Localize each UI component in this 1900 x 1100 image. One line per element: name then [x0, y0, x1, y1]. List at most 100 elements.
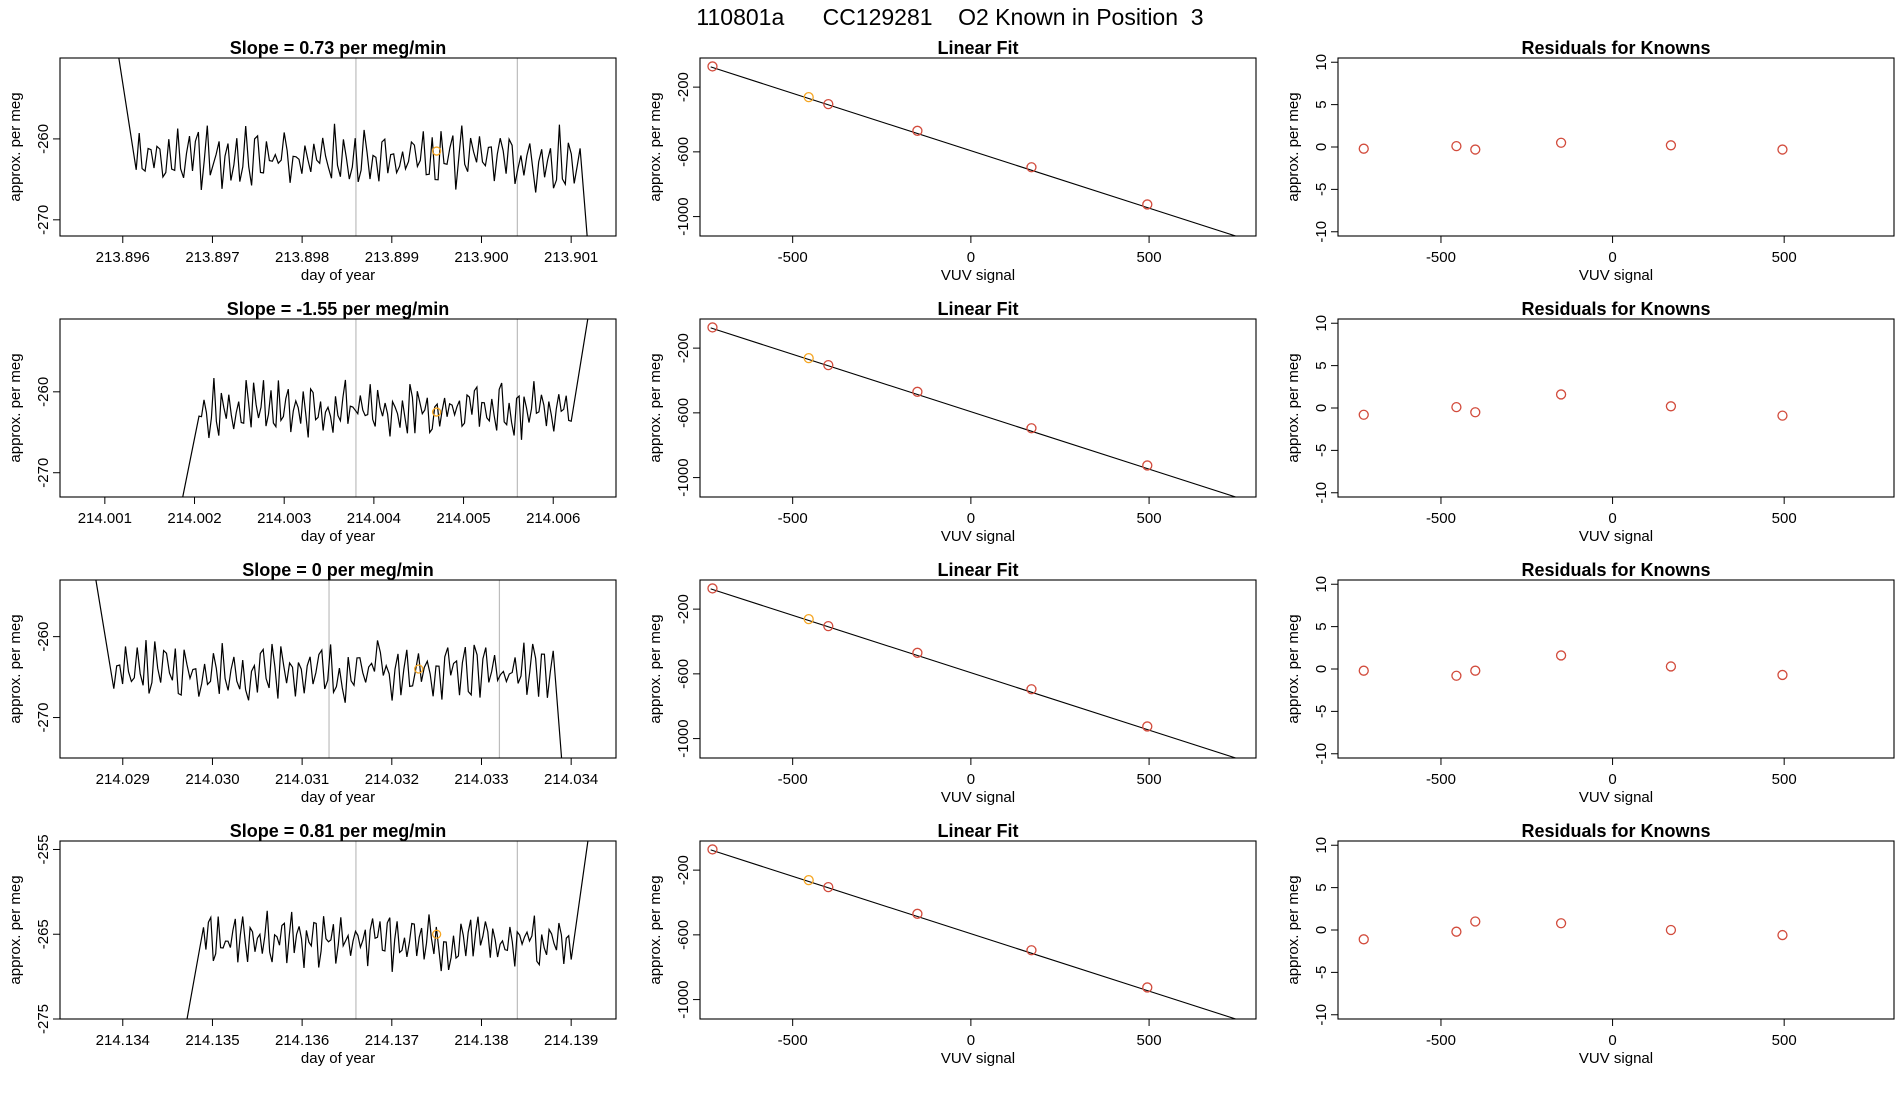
plot-area	[186, 841, 589, 1019]
data-point	[1142, 982, 1153, 993]
y-tick-label: -200	[675, 333, 692, 363]
y-axis-label: approx. per meg	[647, 614, 664, 723]
y-tick-label: -600	[675, 137, 692, 167]
panel-title: Residuals for Knowns	[1521, 821, 1710, 841]
y-tick-label: 10	[1313, 315, 1330, 332]
x-axis-label: day of year	[301, 528, 375, 545]
plot-area	[1358, 916, 1788, 945]
y-tick-label: -600	[675, 920, 692, 950]
data-point	[1470, 144, 1481, 155]
x-tick-label: 0	[1608, 510, 1616, 527]
data-trace-line	[182, 319, 589, 497]
y-axis-label: approx. per meg	[7, 875, 24, 984]
x-axis-label: day of year	[301, 1050, 375, 1067]
y-tick-label: 5	[1313, 361, 1330, 369]
y-tick-label: 0	[1313, 143, 1330, 151]
panel-8: Linear Fit -500 0 500 -200 -600 -1000 VUV signa…	[647, 560, 1257, 806]
x-tick-label: 214.004	[347, 510, 401, 527]
y-tick-label: -600	[675, 398, 692, 428]
data-point	[1777, 669, 1788, 681]
data-point	[1555, 389, 1567, 400]
plot-area	[182, 319, 589, 497]
fit-line	[710, 66, 1238, 236]
plot-frame	[59, 579, 617, 759]
current-sample-marker	[431, 929, 442, 939]
x-tick-label: 214.135	[185, 1032, 239, 1049]
y-axis-label: approx. per meg	[7, 353, 24, 462]
x-tick-label: 214.002	[167, 510, 221, 527]
panel-11: Linear Fit -500 0 500 -200 -600 -1000 VUV signa…	[647, 821, 1257, 1067]
y-tick-label: -10	[1313, 743, 1330, 765]
y-tick-label: 0	[1313, 665, 1330, 673]
panel-title: Slope = -1.55 per meg/min	[227, 299, 450, 319]
data-point	[1026, 423, 1037, 434]
data-point	[823, 98, 834, 110]
plot-area	[1358, 650, 1788, 681]
x-tick-label: 500	[1137, 1032, 1162, 1049]
y-tick-label: -270	[35, 205, 52, 235]
x-tick-label: 213.901	[544, 249, 598, 266]
data-point	[1142, 460, 1153, 471]
data-point	[1777, 410, 1788, 421]
x-tick-label: 0	[1608, 1032, 1616, 1049]
panel-9: Residuals for Knowns -500 0 500 10 5 0 -5 -10 VUV…	[1285, 560, 1895, 806]
plot-area	[707, 583, 1238, 758]
data-trace-line	[118, 58, 588, 236]
highlight-point	[803, 353, 814, 364]
y-tick-label: 5	[1313, 622, 1330, 630]
x-tick-label: -500	[1426, 510, 1456, 527]
plot-area	[1358, 389, 1788, 421]
x-tick-label: 213.897	[185, 249, 239, 266]
fit-line	[710, 588, 1238, 758]
x-tick-label: 213.898	[275, 249, 329, 266]
y-tick-label: -1000	[675, 980, 692, 1018]
highlight-point	[803, 875, 814, 886]
x-tick-label: -500	[778, 510, 808, 527]
y-tick-label: -5	[1313, 444, 1330, 457]
fit-line	[710, 849, 1238, 1019]
data-point	[707, 583, 718, 594]
x-tick-label: 0	[967, 1032, 975, 1049]
x-tick-label: -500	[1426, 1032, 1456, 1049]
x-tick-label: 213.899	[365, 249, 419, 266]
data-point	[1470, 407, 1481, 418]
data-point	[1358, 143, 1369, 154]
data-point	[707, 844, 718, 855]
panel-title: Residuals for Knowns	[1521, 299, 1710, 319]
x-tick-label: -500	[778, 1032, 808, 1049]
data-point	[1777, 144, 1788, 155]
data-point	[707, 322, 718, 333]
current-sample-marker	[431, 146, 442, 156]
x-tick-label: 500	[1772, 249, 1797, 266]
panel-title: Linear Fit	[937, 38, 1018, 58]
data-point	[1665, 140, 1677, 151]
x-tick-label: -500	[1426, 249, 1456, 266]
panel-title: Slope = 0.73 per meg/min	[230, 38, 447, 58]
y-tick-label: 5	[1313, 100, 1330, 108]
plot-area	[707, 61, 1238, 236]
plot-area	[707, 322, 1238, 497]
panel-12: Residuals for Knowns -500 0 500 10 5 0 -5 -10 VUV…	[1285, 821, 1895, 1067]
data-point	[1555, 918, 1567, 929]
data-trace-line	[95, 580, 563, 758]
data-trace-line	[186, 841, 589, 1019]
data-point	[1026, 945, 1037, 956]
fit-line	[710, 327, 1238, 497]
data-point	[1358, 665, 1369, 676]
plot-frame	[699, 57, 1257, 237]
plot-frame	[1337, 840, 1895, 1020]
y-axis-label: approx. per meg	[1285, 92, 1302, 201]
highlight-point	[803, 92, 814, 103]
y-tick-label: -270	[35, 703, 52, 733]
panel-6: Residuals for Knowns -500 0 500 10 5 0 -5 -10 VUV…	[1285, 299, 1895, 545]
x-tick-label: 213.900	[454, 249, 508, 266]
panel-3: Residuals for Knowns -500 0 500 10 5 0 -5 -10 VUV…	[1285, 38, 1895, 284]
data-point	[1665, 924, 1677, 936]
x-tick-label: 0	[1608, 249, 1616, 266]
x-tick-label: 214.139	[544, 1032, 598, 1049]
x-tick-label: 213.896	[96, 249, 150, 266]
x-tick-label: 214.005	[436, 510, 490, 527]
current-sample-marker	[414, 664, 424, 674]
data-point	[1142, 721, 1153, 732]
y-tick-label: 5	[1313, 883, 1330, 891]
